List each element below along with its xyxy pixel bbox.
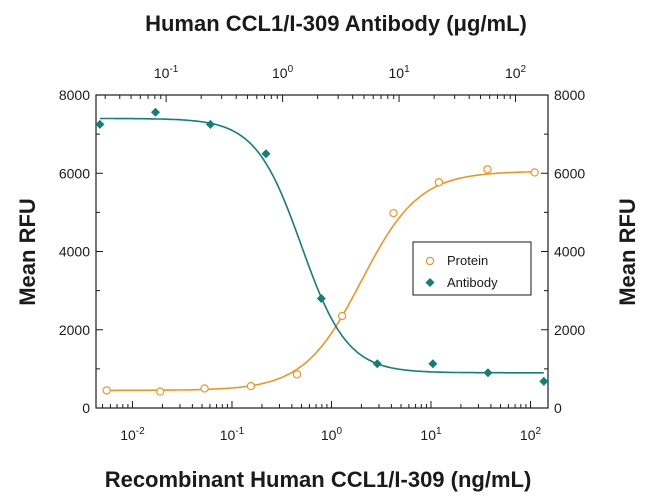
x-axis-title: Recombinant Human CCL1/I-309 (ng/mL): [105, 467, 532, 492]
protein-data-point: [246, 381, 256, 391]
x-bottom-tick-label: 10-2: [120, 426, 145, 443]
antibody-data-point: [539, 376, 549, 386]
protein-data-point: [102, 386, 111, 395]
protein-data-point: [389, 208, 398, 218]
antibody-data-point: [316, 293, 326, 303]
y-left-tick-label: 2000: [59, 322, 90, 338]
y-axis-title-right: Mean RFU: [615, 198, 640, 306]
x-bottom-tick-label: 102: [520, 426, 542, 443]
antibody-data-point: [150, 107, 160, 117]
y-right-tick-label: 0: [554, 400, 562, 416]
y-right-tick-label: 2000: [554, 322, 585, 338]
antibody-data-point: [428, 359, 438, 369]
legend: Protein Antibody: [412, 241, 532, 296]
x-bottom-tick-label: 10-1: [220, 426, 245, 443]
protein-fit-curve: [106, 171, 535, 392]
y-left-tick-label: 6000: [59, 165, 90, 181]
x-bottom-tick-label: 101: [420, 426, 442, 443]
legend-protein-marker: [425, 256, 435, 266]
y-right-tick-label: 8000: [554, 87, 585, 103]
y-left-tick-label: 8000: [59, 87, 90, 103]
x-top-tick-label: 101: [388, 64, 410, 81]
protein-data-point: [156, 387, 165, 396]
y-axis-title-left: Mean RFU: [15, 198, 40, 306]
x-bottom-tick-label: 100: [321, 426, 343, 443]
antibody-data-point: [483, 368, 493, 378]
x-top-tick-label: 102: [505, 64, 527, 81]
y-left-tick-label: 0: [82, 400, 90, 416]
legend-protein-label: Protein: [447, 253, 488, 268]
y-left-tick-label: 4000: [59, 244, 90, 260]
legend-antibody-marker: [425, 278, 435, 287]
legend-box: [412, 241, 532, 296]
antibody-data-point: [95, 119, 105, 129]
y-right-tick-label: 6000: [554, 165, 585, 181]
protein-data-point: [337, 311, 347, 321]
top-axis-title: Human CCL1/I-309 Antibody (μg/mL): [145, 11, 527, 36]
protein-data-point: [434, 178, 444, 187]
protein-data-point: [200, 384, 209, 393]
x-top-tick-label: 10-1: [154, 64, 179, 81]
y-right-tick-label: 4000: [554, 244, 585, 260]
protein-data-point: [530, 168, 539, 177]
x-top-tick-label: 100: [272, 64, 294, 81]
data-points: [95, 107, 549, 396]
antibody-data-point: [205, 119, 215, 129]
axis-ticks: 10-2 10-1 100 101 102 10-1 100 101 102 0 0 2000 2000…: [59, 64, 586, 443]
antibody-data-point: [261, 149, 271, 159]
antibody-data-point: [372, 359, 382, 369]
protein-data-point: [292, 370, 302, 379]
legend-antibody-label: Antibody: [447, 275, 498, 290]
protein-data-point: [483, 165, 492, 174]
